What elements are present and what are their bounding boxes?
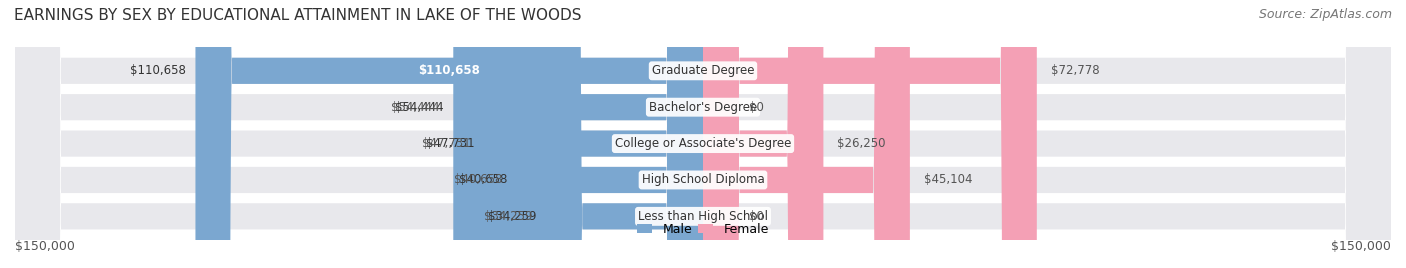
FancyBboxPatch shape	[15, 0, 1391, 268]
FancyBboxPatch shape	[195, 0, 703, 268]
Text: Less than High School: Less than High School	[638, 210, 768, 223]
FancyBboxPatch shape	[15, 0, 1391, 268]
Text: Graduate Degree: Graduate Degree	[652, 64, 754, 77]
Text: $40,658: $40,658	[454, 173, 503, 187]
Text: High School Diploma: High School Diploma	[641, 173, 765, 187]
Text: $26,250: $26,250	[837, 137, 886, 150]
Text: College or Associate's Degree: College or Associate's Degree	[614, 137, 792, 150]
Text: $0: $0	[749, 101, 763, 114]
Text: $45,104: $45,104	[924, 173, 972, 187]
FancyBboxPatch shape	[703, 0, 910, 268]
FancyBboxPatch shape	[15, 0, 1391, 268]
Text: $150,000: $150,000	[1331, 240, 1391, 253]
FancyBboxPatch shape	[703, 0, 1036, 268]
Text: $0: $0	[749, 210, 763, 223]
Text: $47,731: $47,731	[422, 137, 471, 150]
Text: $47,731: $47,731	[426, 137, 475, 150]
Text: $54,444: $54,444	[395, 101, 444, 114]
FancyBboxPatch shape	[15, 0, 1391, 268]
Text: EARNINGS BY SEX BY EDUCATIONAL ATTAINMENT IN LAKE OF THE WOODS: EARNINGS BY SEX BY EDUCATIONAL ATTAINMEN…	[14, 8, 582, 23]
Text: $34,259: $34,259	[484, 210, 531, 223]
Text: Source: ZipAtlas.com: Source: ZipAtlas.com	[1258, 8, 1392, 21]
Legend: Male, Female: Male, Female	[637, 223, 769, 236]
Text: $110,658: $110,658	[419, 64, 481, 77]
FancyBboxPatch shape	[453, 0, 703, 268]
Text: Bachelor's Degree: Bachelor's Degree	[650, 101, 756, 114]
Text: $40,658: $40,658	[458, 173, 508, 187]
FancyBboxPatch shape	[484, 0, 703, 268]
FancyBboxPatch shape	[546, 0, 703, 268]
Text: $110,658: $110,658	[131, 64, 186, 77]
Text: $34,259: $34,259	[488, 210, 537, 223]
FancyBboxPatch shape	[516, 0, 703, 268]
FancyBboxPatch shape	[703, 0, 824, 268]
Text: $54,444: $54,444	[391, 101, 440, 114]
Text: $72,778: $72,778	[1050, 64, 1099, 77]
Text: $150,000: $150,000	[15, 240, 75, 253]
FancyBboxPatch shape	[15, 0, 1391, 268]
